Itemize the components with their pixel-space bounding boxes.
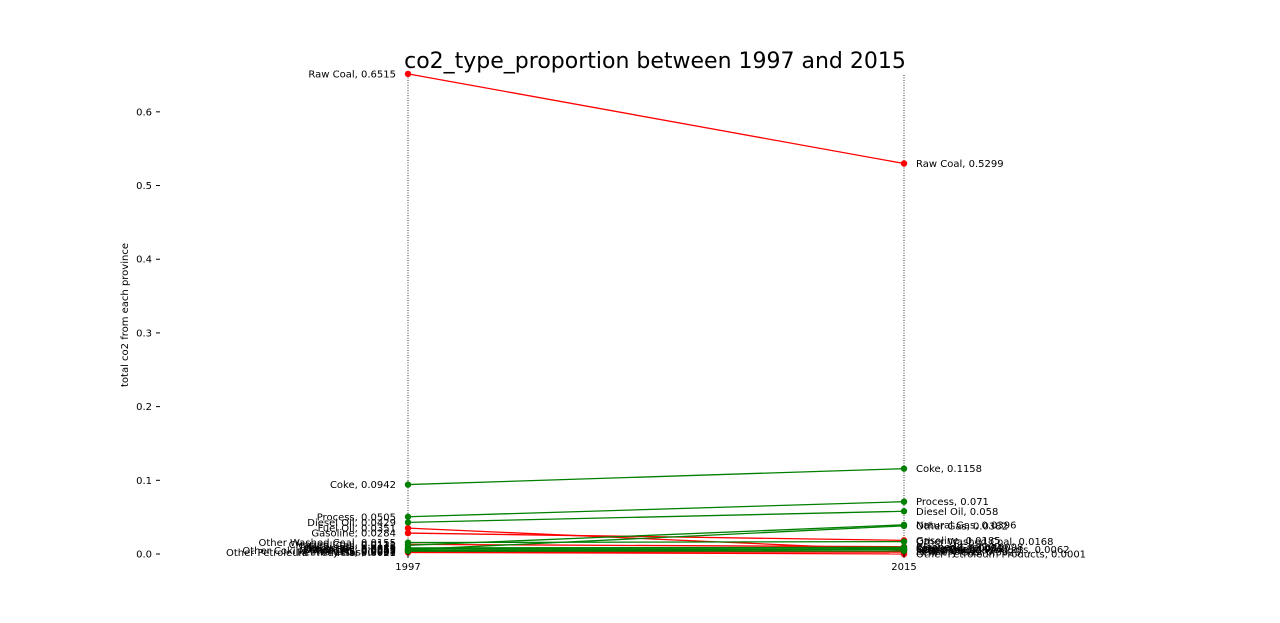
label-2015-cleaned-coal: Cleaned Coal, 0.0098 xyxy=(916,542,1023,553)
label-1997-refinery-gas: Refinery Gas, 0.003 xyxy=(297,547,396,558)
series-line-kerosene xyxy=(407,546,905,549)
point-1997-gasoline xyxy=(404,529,412,537)
label-1997-other-petroleum-products: Other Petroleum Products, 0.0021 xyxy=(226,548,396,559)
label-1997-diesel-oil: Diesel Oil, 0.0429 xyxy=(307,518,396,529)
y-tick-label-1: 0.1 xyxy=(136,476,152,487)
point-1997-raw-coal xyxy=(404,70,412,78)
series-line-other-washed-coal xyxy=(407,540,905,544)
label-2015-crude-oil: Crude Oil, 0.0072 xyxy=(916,544,1004,555)
label-1997-other-gas: Other Gas, 0.0059 xyxy=(304,545,396,556)
y-tick-label-4: 0.4 xyxy=(136,255,152,266)
label-1997-other-washed-coal: Other Washed Coal, 0.0155 xyxy=(258,538,396,549)
label-2015-briquettes: Briquettes, 0.0067 xyxy=(916,545,1009,556)
point-1997-diesel-oil xyxy=(404,519,412,526)
label-1997-kerosene: Kerosene, 0.0082 xyxy=(309,543,396,554)
label-2015-kerosene: Kerosene, 0.0091 xyxy=(916,543,1003,554)
label-2015-raw-coal: Raw Coal, 0.5299 xyxy=(916,159,1004,170)
point-2015-diesel-oil xyxy=(900,508,908,515)
chart-title: co2_type_proportion between 1997 and 201… xyxy=(404,49,906,74)
label-1997-briquettes: Briquettes, 0.0053 xyxy=(303,546,396,557)
label-1997-natural-gas: Natural Gas, 0.0118 xyxy=(296,541,397,552)
y-axis-label: total co2 from each province xyxy=(120,243,131,387)
series-line-diesel-oil xyxy=(407,510,905,524)
label-2015-other-gas: Other Gas, 0.0382 xyxy=(916,521,1008,532)
label-1997-gasoline: Gasoline, 0.0284 xyxy=(311,529,396,540)
series-line-raw-coal xyxy=(407,73,905,165)
point-2015-lpg xyxy=(900,547,908,555)
label-2015-refinery-gas: Refinery Gas, 0.0025 xyxy=(916,548,1021,559)
label-2015-fuel-oil: Fuel Oil, 0.0052 xyxy=(916,546,994,557)
point-1997-coke xyxy=(404,481,412,488)
series-lines xyxy=(407,73,905,555)
x-tick-label-1: 2015 xyxy=(891,562,916,573)
series-line-other-gas xyxy=(407,525,905,551)
point-1997-process xyxy=(404,513,412,520)
series-line-coke xyxy=(407,468,905,486)
label-2015-other-coking-products: Other Coking Products, 0.0062 xyxy=(916,545,1070,556)
y-tick-label-3: 0.3 xyxy=(136,328,152,339)
label-1997-raw-coal: Raw Coal, 0.6515 xyxy=(308,69,396,80)
series-line-other-petroleum-products xyxy=(407,551,905,555)
label-2015-other-petroleum-products: Other Petroleum Products, 0.0001 xyxy=(916,549,1086,560)
label-2015-gasoline: Gasoline, 0.0185 xyxy=(916,536,1001,547)
series-line-other-coking-products xyxy=(407,548,905,552)
y-axis: 0.0 0.1 0.2 0.3 0.4 0.5 0.6 xyxy=(136,107,160,561)
point-2015-other-gas xyxy=(900,522,908,530)
point-2015-coke xyxy=(900,465,908,472)
y-tick-label-5: 0.5 xyxy=(136,181,152,192)
series-line-process xyxy=(407,501,905,518)
x-tick-label-0: 1997 xyxy=(395,562,420,573)
label-2015-process: Process, 0.071 xyxy=(916,497,989,508)
series-points xyxy=(404,70,908,558)
y-tick-label-2: 0.2 xyxy=(136,402,152,413)
label-1997-cleaned-coal: Cleaned Coal, 0.0131 xyxy=(289,540,396,551)
label-1997-lpg: LPG, 0.0037 xyxy=(335,547,396,558)
series-line-cleaned-coal xyxy=(407,543,905,548)
x-axis: 1997 2015 xyxy=(395,554,917,573)
point-2015-process xyxy=(900,498,908,505)
y-tick-label-0: 0.0 xyxy=(136,550,152,561)
y-tick-label-6: 0.6 xyxy=(136,107,152,118)
label-2015-other-washed-coal: Other Washed Coal, 0.0168 xyxy=(916,537,1054,548)
point-1997-fuel-oil xyxy=(404,524,412,532)
point-1997-other-washed-coal xyxy=(404,539,412,546)
label-1997-coke: Coke, 0.0942 xyxy=(330,480,396,491)
label-1997-other-coking-products: Other Coking Products, 0.0045 xyxy=(242,546,396,557)
series-line-gasoline xyxy=(407,532,905,542)
point-1997-lpg xyxy=(404,548,412,555)
label-1997-process: Process, 0.0505 xyxy=(317,512,396,523)
point-2015-raw-coal xyxy=(900,160,908,167)
point-2015-other-washed-coal xyxy=(900,538,908,545)
label-1997-crude-oil: Crude Oil, 0.0071 xyxy=(308,544,396,555)
label-2015-diesel-oil: Diesel Oil, 0.058 xyxy=(916,507,998,518)
label-2015-coke: Coke, 0.1158 xyxy=(916,464,982,475)
label-2015-lpg: LPG, 0.0041 xyxy=(916,546,977,557)
data-labels: Raw Coal, 0.6515 Raw Coal, 0.5299 Fuel Oil… xyxy=(226,69,1086,560)
label-1997-fuel-oil: Fuel Oil, 0.0351 xyxy=(318,524,396,535)
label-2015-natural-gas: Natural Gas, 0.0396 xyxy=(916,520,1017,531)
